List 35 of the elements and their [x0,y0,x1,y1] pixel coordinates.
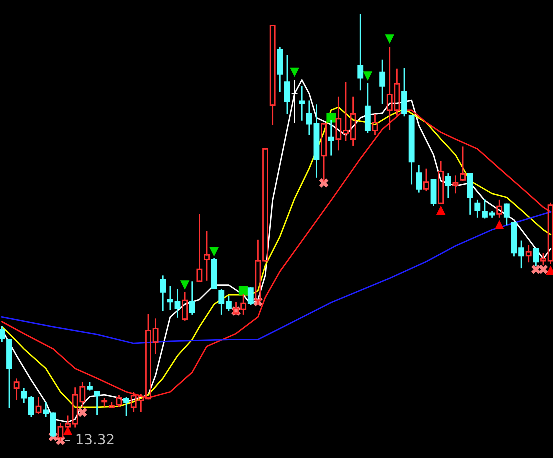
candlestick [358,14,364,91]
point [78,408,88,418]
candlestick [182,292,188,321]
candlestick [277,48,284,92]
annotation: 13.32 [76,434,114,445]
point [238,286,248,296]
point [290,68,300,78]
candlestick [372,114,378,136]
candlestick [204,230,210,281]
point [319,178,329,188]
point [363,72,373,81]
candlestick [474,200,481,218]
point [494,220,504,230]
candlestick [160,276,166,312]
point [532,264,541,274]
candlestick [0,326,6,342]
candlestick [452,176,459,194]
point [436,206,446,216]
candlestick [364,83,371,134]
candlestick [102,398,108,408]
point [210,247,219,257]
point [326,113,336,123]
candlestick [496,200,503,218]
candlestick [445,174,452,198]
candlestick [284,55,290,114]
candlestick [299,86,306,121]
candlestick [14,378,20,400]
point [385,34,395,44]
candlestick [380,60,386,104]
point [538,264,548,274]
candlestick [526,245,532,263]
point [63,426,73,436]
candlestick [416,165,422,193]
candlestick [189,282,196,315]
point [180,280,190,290]
